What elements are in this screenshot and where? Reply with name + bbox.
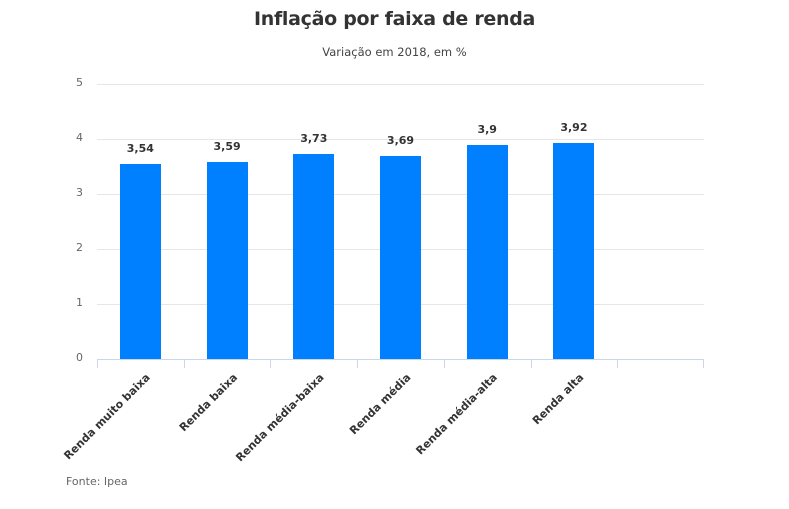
bar-value-label: 3,59 [213, 139, 241, 153]
y-tick-label: 1 [76, 296, 83, 309]
bar-value-label: 3,9 [477, 122, 497, 136]
bar[interactable] [553, 143, 595, 359]
x-axis-line [97, 359, 704, 360]
x-tick-mark [530, 359, 532, 368]
gridline [97, 139, 704, 140]
source-note: Fonte: Ipea [66, 475, 128, 488]
x-category-label: Renda média-baixa [233, 370, 327, 465]
y-tick-label: 4 [76, 131, 83, 144]
x-category-label: Renda média [346, 370, 413, 438]
x-tick-mark [270, 359, 272, 368]
x-tick-mark [703, 359, 704, 368]
x-category-label: Renda alta [529, 370, 587, 428]
x-tick-mark [443, 359, 445, 368]
x-tick-mark [97, 359, 98, 368]
gridline [97, 84, 704, 85]
x-tick-mark [183, 359, 185, 368]
chart-subtitle: Variação em 2018, em % [322, 45, 467, 59]
y-tick-label: 0 [76, 351, 83, 364]
y-tick-label: 3 [76, 186, 83, 199]
x-tick-mark [617, 359, 619, 368]
bar[interactable] [119, 164, 161, 359]
y-tick-label: 2 [76, 241, 83, 254]
bar-value-label: 3,54 [126, 142, 154, 156]
bar-value-label: 3,73 [300, 131, 328, 145]
x-category-label: Renda baixa [176, 370, 241, 435]
chart-title: Inflação por faixa de renda [253, 8, 536, 30]
bar[interactable] [380, 156, 421, 359]
bar[interactable] [293, 153, 335, 359]
x-category-label: Renda muito baixa [61, 370, 154, 463]
x-category-label: Renda média-alta [413, 370, 501, 458]
plot-area: 0 1 2 3 4 5 3,54 Renda muito baixa 3,59 Renda bai… [62, 76, 704, 464]
bar[interactable] [466, 144, 508, 359]
x-tick-mark [357, 359, 359, 368]
bar[interactable] [206, 161, 248, 359]
bar-value-label: 3,69 [386, 134, 415, 148]
y-tick-label: 5 [76, 76, 83, 89]
bar-value-label: 3,92 [560, 121, 588, 135]
